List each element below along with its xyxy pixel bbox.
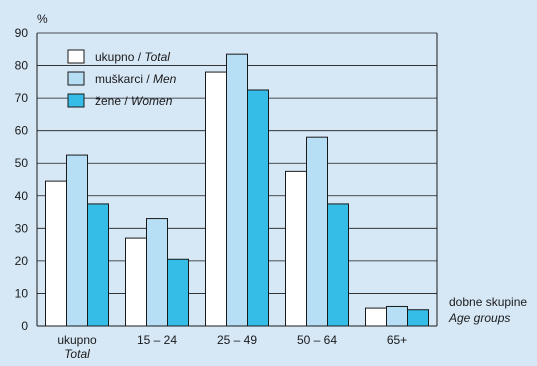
y-tick-label: 40 [15, 189, 29, 203]
legend-label: ukupno / Total [95, 50, 170, 64]
bar [386, 305, 408, 327]
bar [146, 218, 168, 327]
y-tick-label: 90 [15, 26, 29, 40]
bar [285, 170, 307, 327]
legend-label: žene / Women [95, 94, 173, 108]
bar [205, 71, 227, 327]
x-axis-label-english: Age groups [448, 311, 510, 325]
legend-label-local: žene / [95, 94, 131, 108]
bar [365, 307, 387, 327]
bar [226, 53, 248, 327]
bar [87, 203, 109, 327]
legend-swatch [67, 49, 85, 64]
legend-swatch [67, 71, 85, 86]
legend-label: muškarci / Men [95, 72, 177, 86]
bar [407, 309, 429, 327]
bar [125, 237, 147, 327]
axes: 0 10 20 30 40 50 60 70 80 90 [15, 26, 438, 333]
bar [327, 203, 349, 327]
legend-label-english: Women [131, 94, 173, 108]
y-tick-label: 0 [21, 319, 28, 333]
legend-label-english: Total [144, 50, 170, 64]
x-axis-label: dobne skupine [449, 295, 527, 309]
y-tick-label: 70 [15, 91, 29, 105]
y-tick-label: 30 [15, 221, 29, 235]
x-tick-label: 25 – 49 [217, 333, 257, 347]
bars [45, 53, 429, 327]
y-tick-label: 10 [15, 286, 29, 300]
legend-label-local: ukupno / [95, 50, 144, 64]
y-tick-label: 60 [15, 124, 29, 138]
legend-label-local: muškarci / [95, 72, 153, 86]
x-tick-label-english: Total [64, 347, 90, 361]
x-tick-label: 15 – 24 [137, 333, 177, 347]
legend-label-english: Men [153, 72, 177, 86]
legend-swatch [67, 93, 85, 108]
bar [66, 154, 88, 327]
x-tick-label: 65+ [387, 333, 407, 347]
bar [306, 136, 328, 327]
y-axis-label: % [37, 12, 48, 26]
bar [45, 180, 67, 327]
y-tick-label: 20 [15, 254, 29, 268]
y-tick-label: 80 [15, 59, 29, 73]
legend: ukupno / Total muškarci / Men žene / Women [67, 49, 177, 108]
bar [167, 258, 189, 327]
bar [247, 89, 269, 327]
x-tick-label: 50 – 64 [297, 333, 337, 347]
x-tick-label: ukupno [57, 333, 97, 347]
y-tick-label: 50 [15, 156, 29, 170]
